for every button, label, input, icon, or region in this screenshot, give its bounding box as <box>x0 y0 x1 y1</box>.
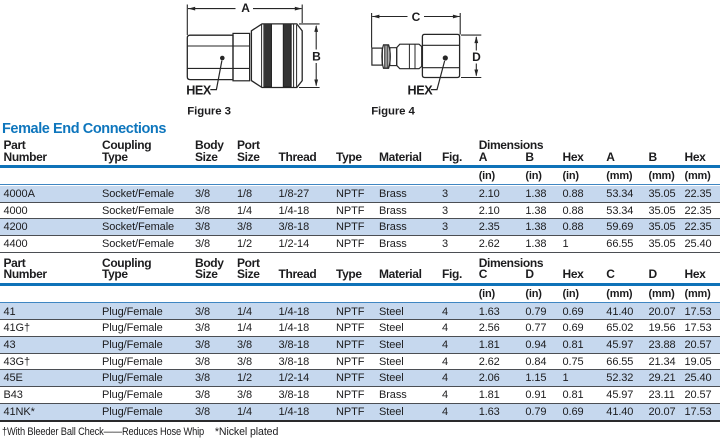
svg-text:C: C <box>412 10 421 24</box>
svg-text:HEX: HEX <box>408 83 434 97</box>
svg-text:Figure 3: Figure 3 <box>187 105 231 117</box>
svg-text:A: A <box>241 1 250 15</box>
svg-text:Figure 4: Figure 4 <box>371 105 415 117</box>
svg-text:B: B <box>312 49 321 63</box>
svg-text:HEX: HEX <box>186 83 212 97</box>
svg-text:D: D <box>472 50 481 64</box>
